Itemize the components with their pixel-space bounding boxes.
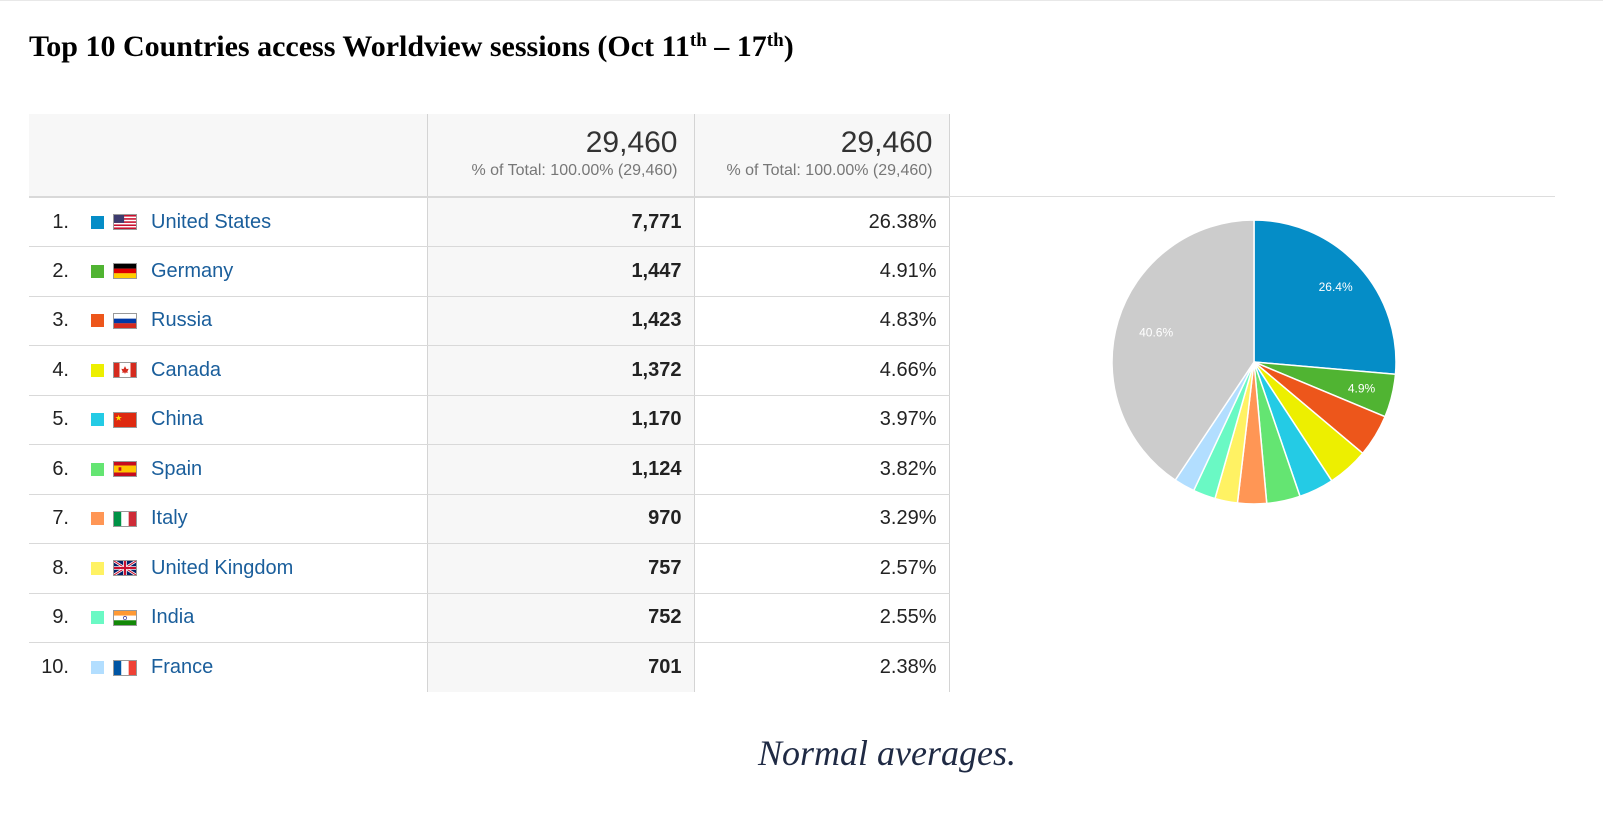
series-color-swatch [91,314,104,328]
country-link[interactable]: France [151,656,214,678]
row-rank: 9. [52,606,69,629]
row-rank: 3. [52,309,69,332]
series-color-swatch [91,215,104,229]
percent-value: 2.57% [694,543,950,594]
percent-value: 3.29% [694,494,950,544]
row-rank: 8. [52,556,69,579]
row-rank: 5. [52,408,69,431]
country-report-table: 29,460 % of Total: 100.00% (29,460) 29,4… [29,114,950,692]
country-cell: 7. Italy [29,494,427,544]
series-color-swatch [91,512,104,526]
percent-header: 29,460 % of Total: 100.00% (29,460) [694,114,950,198]
percent-value: 4.91% [694,246,950,297]
us-flag-icon [113,214,137,230]
series-color-swatch [91,561,104,575]
sessions-header: 29,460 % of Total: 100.00% (29,460) [426,114,695,198]
sessions-value: 1,372 [426,345,695,396]
france-flag-icon [113,659,137,676]
sessions-value: 757 [426,543,695,594]
country-link[interactable]: Germany [151,259,234,282]
series-color-swatch [91,462,104,476]
country-cell: 2. Germany [29,246,427,297]
page-title: Top 10 Countries access Worldview sessio… [29,30,794,63]
country-link[interactable]: Spain [151,457,203,480]
percent-value: 4.66% [694,345,950,396]
country-link[interactable]: China [151,408,204,431]
italy-flag-icon [113,510,137,527]
table-row: 9. India 752 2.55% [29,593,950,643]
pie-data-label: 26.4% [1319,280,1353,294]
sessions-value: 7,771 [426,197,695,247]
top-border [0,0,1603,1]
row-rank: 6. [52,457,69,480]
country-cell: 5. China [29,395,427,445]
russia-flag-icon [113,312,137,329]
table-row: 2. Germany 1,447 4.91% [29,246,950,297]
row-rank: 1. [52,210,69,233]
percent-value: 3.97% [694,395,950,445]
india-flag-icon [113,609,137,626]
country-cell: 1. United States [29,197,427,247]
dimension-header [29,114,427,198]
country-link[interactable]: Russia [151,309,213,332]
china-flag-icon [113,411,137,428]
percent-total-subtitle: % of Total: 100.00% (29,460) [726,162,933,179]
table-row: 4. Canada 1,372 4.66% [29,345,950,396]
series-color-swatch [91,661,104,674]
country-cell: 10. France [29,643,427,693]
table-row: 7. Italy 970 3.29% [29,494,950,544]
pie-slice-united-states[interactable] [1253,219,1397,376]
table-row: 8. United Kingdom 757 2.57% [29,543,950,594]
country-link[interactable]: India [151,606,195,629]
percent-value: 2.55% [694,593,950,643]
country-link[interactable]: Italy [151,507,188,530]
country-cell: 8. United Kingdom [29,543,427,594]
sessions-value: 1,423 [426,296,695,346]
series-color-swatch [91,264,104,278]
sessions-value: 1,124 [426,444,695,495]
percent-value: 2.38% [694,642,950,692]
sessions-total: 29,460 [585,126,678,159]
table-row: 10. France 701 2.38% [29,642,950,693]
country-cell: 9. India [29,593,427,643]
pie-data-label: 40.6% [1139,325,1173,339]
row-rank: 7. [52,507,69,530]
country-link[interactable]: Canada [151,358,222,381]
sessions-value: 970 [426,494,695,544]
sessions-value: 1,170 [426,395,695,445]
sessions-value: 701 [426,642,695,692]
percent-total: 29,460 [840,126,933,159]
caption: Normal averages. [758,733,1016,773]
sessions-value: 1,447 [426,246,695,297]
row-rank: 4. [52,358,69,381]
canada-flag-icon [113,362,137,379]
table-row: 3. Russia 1,423 4.83% [29,296,950,346]
country-link[interactable]: United Kingdom [151,556,294,579]
country-link[interactable]: United States [151,210,272,233]
series-color-swatch [91,413,104,427]
chart-area-divider [948,196,1555,197]
country-cell: 6. Spain [29,444,427,495]
pie-slice-other[interactable] [1111,219,1255,482]
percent-value: 3.82% [694,444,950,495]
row-rank: 2. [52,259,69,282]
sessions-value: 752 [426,593,695,643]
sessions-total-subtitle: % of Total: 100.00% (29,460) [471,162,678,179]
table-row: 5. China 1,170 3.97% [29,395,950,445]
table-row: 1. United States 7,771 26.38% [29,197,950,247]
table-header-row: 29,460 % of Total: 100.00% (29,460) 29,4… [29,114,950,198]
series-color-swatch [91,611,104,625]
percent-value: 4.83% [694,296,950,346]
country-cell: 4. Canada [29,345,427,396]
row-rank: 10. [41,656,69,678]
series-color-swatch [91,363,104,377]
percent-value: 26.38% [694,197,950,247]
uk-flag-icon [113,560,137,577]
germany-flag-icon [113,263,137,280]
sessions-pie-chart: 26.4% 4.9% 40.6% [1111,219,1397,505]
spain-flag-icon [113,461,137,478]
country-cell: 3. Russia [29,296,427,346]
table-row: 6. Spain 1,124 3.82% [29,444,950,495]
pie-data-label: 4.9% [1348,381,1376,395]
